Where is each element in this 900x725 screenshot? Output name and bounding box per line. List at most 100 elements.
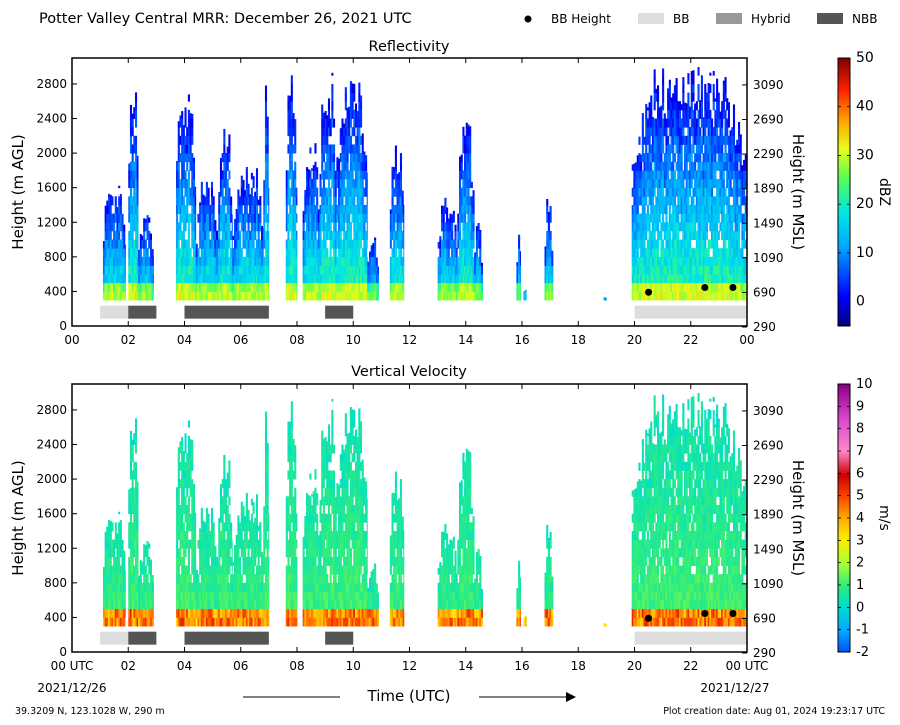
echo-cell xyxy=(316,213,319,223)
echo-cell xyxy=(707,256,710,266)
echo-cell xyxy=(118,608,121,618)
echo-cell xyxy=(349,291,352,301)
echo-cell xyxy=(677,222,680,232)
echo-cell xyxy=(361,291,364,301)
echo-cell xyxy=(677,282,680,292)
echo-cell xyxy=(289,291,292,301)
echo-cell xyxy=(694,127,697,137)
echo-cell xyxy=(321,222,324,232)
echo-cell xyxy=(707,118,710,128)
echo-cell xyxy=(738,153,741,163)
echo-cell xyxy=(189,479,192,489)
echo-cell xyxy=(339,213,342,223)
echo-cell xyxy=(685,187,688,197)
echo-cell xyxy=(678,135,682,145)
x-tick-label: 12 xyxy=(402,333,417,347)
echo-cell xyxy=(321,213,324,223)
echo-cell xyxy=(123,556,126,566)
echo-cell xyxy=(726,196,729,206)
echo-cell xyxy=(119,265,122,275)
echo-cell xyxy=(264,230,268,240)
echo-cell xyxy=(144,274,147,284)
echo-cell xyxy=(331,153,334,163)
echo-cell xyxy=(349,204,352,215)
echo-cell xyxy=(327,265,331,275)
echo-cell xyxy=(354,187,358,197)
echo-cell xyxy=(149,600,152,610)
echo-cell xyxy=(474,256,477,266)
echo-cell xyxy=(743,196,746,206)
echo-cell xyxy=(467,144,470,154)
echo-cell xyxy=(210,181,214,189)
echo-cell xyxy=(374,248,377,258)
echo-cell xyxy=(446,207,449,215)
echo-cell xyxy=(106,539,109,549)
echo-cell xyxy=(717,248,720,258)
bb-category-nbb xyxy=(325,305,354,319)
echo-cell xyxy=(460,187,463,197)
echo-cell xyxy=(250,291,253,301)
echo-cell xyxy=(234,274,237,284)
echo-cell xyxy=(259,256,262,266)
echo-cell xyxy=(202,539,205,549)
echo-cell xyxy=(734,265,737,275)
echo-cell xyxy=(317,230,320,240)
echo-cell xyxy=(205,265,208,275)
echo-cell xyxy=(344,161,347,171)
echo-cell xyxy=(346,107,349,111)
echo-cell xyxy=(181,461,184,471)
echo-cell xyxy=(242,600,245,610)
echo-cell xyxy=(123,565,126,575)
echo-cell xyxy=(128,248,131,258)
echo-cell xyxy=(668,265,671,275)
echo-cell xyxy=(700,144,703,154)
echo-cell xyxy=(262,228,264,232)
echo-cell xyxy=(672,239,675,249)
echo-cell xyxy=(221,274,224,284)
echo-cell xyxy=(682,92,685,102)
echo-cell xyxy=(341,170,344,180)
echo-cell xyxy=(210,248,214,258)
echo-cell xyxy=(302,282,305,292)
echo-cell xyxy=(121,548,124,558)
echo-cell xyxy=(228,556,231,566)
echo-cell xyxy=(722,239,725,249)
echo-cell xyxy=(636,282,639,292)
echo-cell xyxy=(469,282,472,292)
echo-cell xyxy=(311,168,314,171)
echo-cell xyxy=(726,118,729,128)
echo-cell xyxy=(348,291,351,301)
echo-cell xyxy=(312,265,315,275)
echo-cell xyxy=(148,217,151,223)
echo-cell xyxy=(635,291,638,301)
echo-cell xyxy=(732,291,736,301)
echo-cell xyxy=(214,248,217,258)
echo-cell xyxy=(338,179,341,189)
echo-cell xyxy=(268,248,270,258)
echo-cell xyxy=(131,256,134,266)
echo-cell xyxy=(464,230,467,240)
echo-cell xyxy=(209,222,212,232)
echo-cell xyxy=(403,282,405,292)
echo-cell xyxy=(111,213,114,223)
echo-cell xyxy=(192,157,196,163)
echo-cell xyxy=(129,161,133,171)
echo-cell xyxy=(722,248,725,258)
echo-cell xyxy=(633,179,636,189)
echo-cell xyxy=(338,161,341,171)
echo-cell xyxy=(223,530,226,541)
echo-cell xyxy=(304,265,307,275)
echo-cell xyxy=(655,265,658,275)
echo-cell xyxy=(717,118,720,128)
echo-cell xyxy=(707,196,710,206)
echo-cell xyxy=(205,513,208,523)
echo-cell xyxy=(237,248,240,258)
echo-cell xyxy=(641,230,644,240)
echo-cell xyxy=(475,256,478,266)
echo-cell xyxy=(712,291,715,301)
echo-cell xyxy=(329,291,332,301)
echo-cell xyxy=(451,239,454,249)
echo-cell xyxy=(189,439,192,445)
echo-cell xyxy=(442,248,445,258)
echo-cell xyxy=(221,248,224,258)
